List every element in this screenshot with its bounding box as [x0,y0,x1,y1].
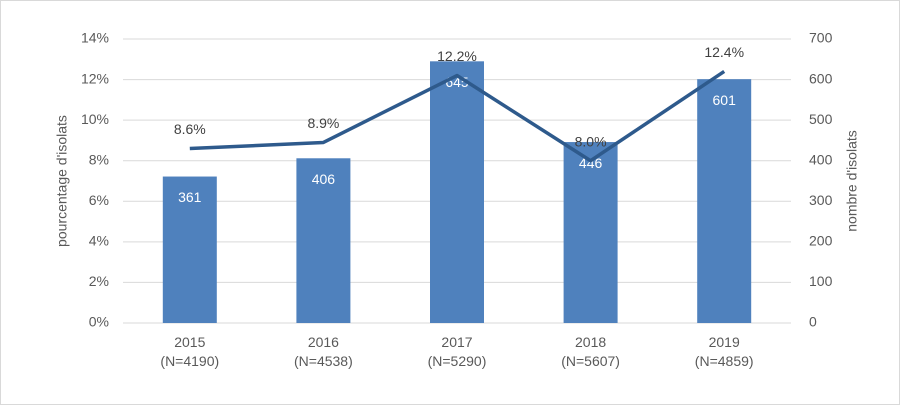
bar-value-label: 601 [713,92,737,108]
line-value-label: 12.2% [437,48,477,64]
y-tick-label: 0% [89,314,109,330]
y2-axis-title: nombre d'isolats [844,130,860,232]
x-tick-label: 2016 (N=4538) [294,334,353,369]
y-tick-label: 4% [89,233,109,249]
bar-value-label: 361 [178,189,202,205]
y-tick-label: 14% [81,30,109,46]
y-axis-title: pourcentage d'isolats [54,115,70,247]
bar [430,61,484,324]
line-value-label: 12.4% [704,44,744,60]
y2-tick-label: 700 [809,30,833,46]
y2-tick-label: 100 [809,273,833,289]
bar [162,176,217,323]
y-tick-label: 12% [81,70,109,86]
x-tick-label: 2015 (N=4190) [160,334,220,369]
y2-tick-label: 0 [809,314,817,330]
x-tick-label: 2019 (N=4859) [694,334,754,369]
y2-tick-label: 600 [809,70,833,86]
x-tick-label: 2017 (N=5290) [427,334,487,369]
bar [563,142,618,323]
line-value-label: 8.9% [307,115,339,131]
y2-tick-label: 500 [809,111,833,127]
y-tick-label: 10% [81,111,109,127]
y2-tick-label: 400 [809,151,833,167]
line-value-label: 8.6% [174,121,206,137]
bar-value-label: 406 [312,171,336,187]
bar [296,158,351,323]
x-tick-label: 2018 (N=5607) [561,334,620,369]
bar [697,79,752,323]
y-tick-label: 8% [89,151,109,167]
y-tick-label: 6% [89,192,109,208]
y2-tick-label: 200 [809,233,833,249]
y2-tick-label: 300 [809,192,833,208]
line-value-label: 8.0% [575,133,607,149]
line [189,70,726,163]
y-tick-label: 2% [89,273,109,289]
